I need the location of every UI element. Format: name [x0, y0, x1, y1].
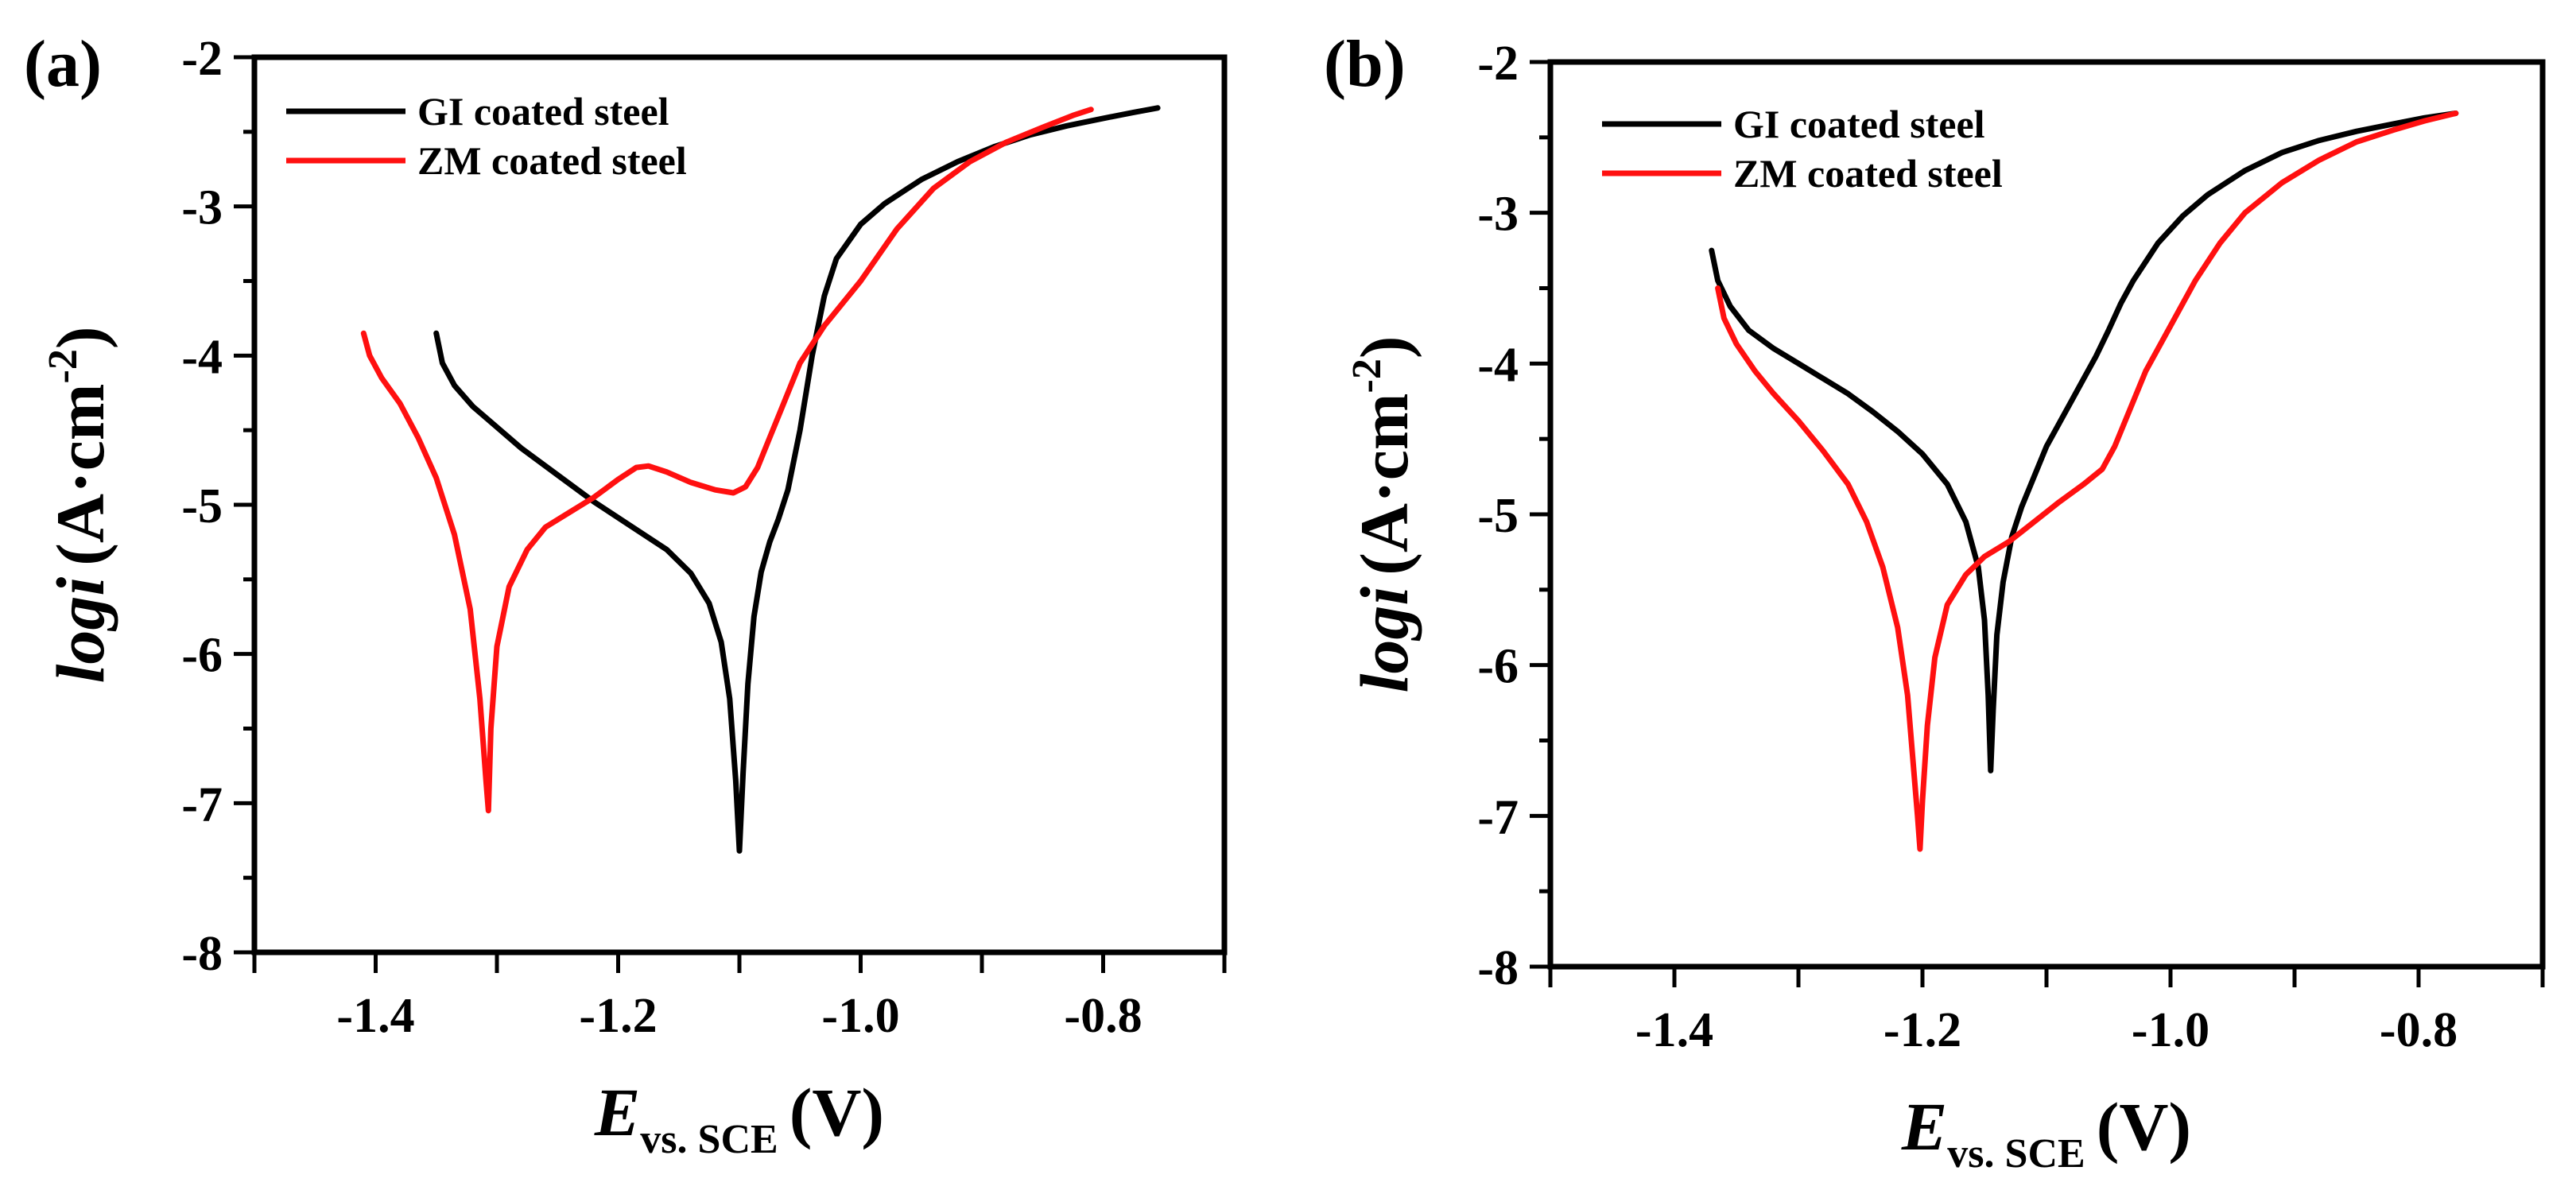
- axis-ticks: [1530, 60, 2545, 987]
- x-tick-label: -1.2: [1884, 1003, 1961, 1057]
- x-tick-label: -1.2: [579, 989, 657, 1043]
- y-tick-label: -7: [1477, 790, 1519, 844]
- plot-frame: [251, 54, 1228, 956]
- x-axis-title-unit: (V): [789, 1074, 884, 1150]
- y-tick-label: -4: [1477, 338, 1519, 392]
- legend-label-gi: GI coated steel: [1733, 102, 1985, 146]
- y-tick-label: -5: [1477, 489, 1519, 543]
- y-axis-title-italic: logi: [1346, 587, 1422, 693]
- panel-a: (a) -1.4 -1.2 -1.0 -0.8 -8 -7 -6 -5 -4 -3 -2 GI co…: [24, 27, 1228, 1162]
- y-axis-title-unit-mid: cm: [1346, 393, 1422, 480]
- x-axis-title: Evs. SCE (V): [594, 1074, 884, 1162]
- series-line-zm: [360, 107, 1094, 814]
- plot-frame: [1547, 59, 2546, 970]
- x-axis-title-main: E: [594, 1074, 640, 1150]
- series-line-gi: [433, 105, 1161, 854]
- y-tick-label: -4: [181, 330, 223, 384]
- panel-label: (b): [1324, 27, 1406, 101]
- series-group: [1709, 110, 2459, 852]
- y-tick-label: -6: [181, 629, 223, 683]
- x-tick-label: -1.4: [336, 989, 414, 1043]
- x-axis-title: Evs. SCE (V): [1901, 1088, 2191, 1177]
- y-tick-label: -3: [181, 181, 223, 235]
- legend-label-gi: GI coated steel: [417, 89, 669, 134]
- y-axis-title-dot: ·: [42, 471, 118, 494]
- y-tick-label: -3: [1477, 188, 1519, 242]
- y-axis-title-unit-pre: (A: [1346, 503, 1422, 576]
- y-axis-title-unit-post: ): [1346, 335, 1422, 359]
- x-axis-title-sub: vs. SCE: [1947, 1131, 2085, 1177]
- legend: GI coated steel ZM coated steel: [1602, 102, 2003, 196]
- legend-label-zm: ZM coated steel: [1733, 151, 2003, 196]
- y-axis-title-sup: -2: [1344, 359, 1390, 393]
- x-tick-label: -1.0: [2132, 1003, 2209, 1057]
- y-tick-label: -7: [181, 777, 223, 832]
- axis-ticks: [234, 55, 1227, 973]
- x-axis-title-sub: vs. SCE: [640, 1117, 778, 1162]
- tick-labels: -1.4 -1.2 -1.0 -0.8 -8 -7 -6 -5 -4 -3 -2: [181, 32, 1142, 1043]
- y-axis-title: logi (A·cm-2): [41, 326, 118, 683]
- y-axis-title: logi (A·cm-2): [1344, 335, 1422, 692]
- legend-label-zm: ZM coated steel: [417, 138, 687, 183]
- x-tick-label: -1.0: [821, 989, 899, 1043]
- y-axis-title-sup: -2: [41, 349, 86, 383]
- x-tick-label: -1.4: [1635, 1003, 1713, 1057]
- y-tick-label: -8: [1477, 941, 1519, 995]
- y-axis-title-unit-post: ): [42, 326, 118, 349]
- series-line-zm: [1715, 110, 2459, 852]
- x-axis-title-unit: (V): [2097, 1088, 2191, 1165]
- y-axis-title-italic: logi: [42, 577, 118, 684]
- y-tick-label: -8: [181, 927, 223, 981]
- series-group: [360, 105, 1161, 854]
- panel-b: (b) -1.4 -1.2 -1.0 -0.8 -8 -7 -6 -5 -4 -3 -2 GI co…: [1324, 27, 2546, 1177]
- y-axis-title-dot: ·: [1346, 480, 1422, 503]
- y-tick-label: -6: [1477, 640, 1519, 694]
- y-axis-title-unit-mid: cm: [42, 383, 118, 471]
- panel-label: (a): [24, 27, 102, 101]
- y-axis-title-unit-pre: (A: [42, 494, 118, 566]
- legend: GI coated steel ZM coated steel: [286, 89, 687, 183]
- x-axis-title-main: E: [1901, 1088, 1947, 1165]
- y-tick-label: -5: [181, 479, 223, 533]
- series-line-gi: [1709, 110, 2459, 773]
- x-tick-label: -0.8: [2380, 1003, 2458, 1057]
- y-tick-label: -2: [1477, 37, 1519, 91]
- tick-labels: -1.4 -1.2 -1.0 -0.8 -8 -7 -6 -5 -4 -3 -2: [1477, 37, 2458, 1057]
- x-tick-label: -0.8: [1064, 989, 1142, 1043]
- y-tick-label: -2: [181, 32, 223, 86]
